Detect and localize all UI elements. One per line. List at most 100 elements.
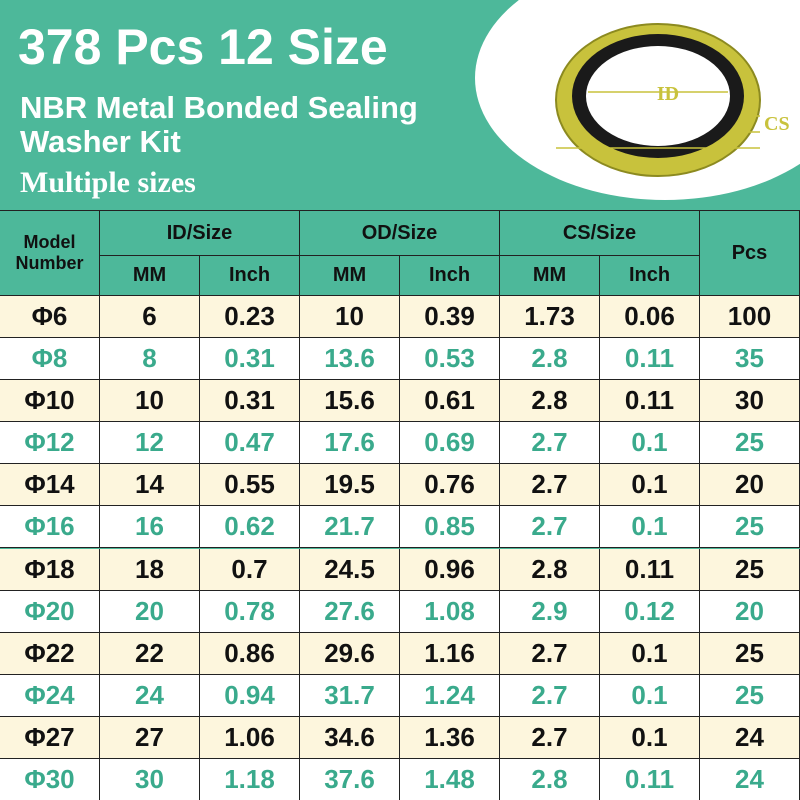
value-cell: 0.1 <box>600 464 700 507</box>
value-cell: 31.7 <box>300 674 400 717</box>
value-cell: 25 <box>700 422 800 465</box>
value-cell: 27.6 <box>300 590 400 633</box>
value-cell: 0.47 <box>200 422 300 465</box>
model-cell: Φ6 <box>0 296 100 339</box>
value-cell: 20 <box>100 590 200 633</box>
group-header: ID/Size <box>100 211 300 256</box>
value-cell: 2.9 <box>500 590 600 633</box>
value-cell: 0.31 <box>200 338 300 381</box>
value-cell: 2.7 <box>500 506 600 549</box>
value-cell: 18 <box>100 548 200 591</box>
model-cell: Φ10 <box>0 380 100 423</box>
model-cell: Φ20 <box>0 590 100 633</box>
od-label: OD <box>651 157 681 179</box>
value-cell: 0.69 <box>400 422 500 465</box>
group-header: CS/Size <box>500 211 700 256</box>
value-cell: 0.06 <box>600 296 700 339</box>
value-cell: 2.7 <box>500 716 600 759</box>
value-cell: 0.23 <box>200 296 300 339</box>
value-cell: 0.85 <box>400 506 500 549</box>
pcs-header: Pcs <box>700 211 800 296</box>
subtitle: Washer Kit <box>20 124 181 159</box>
value-cell: 1.18 <box>200 758 300 800</box>
value-cell: 37.6 <box>300 758 400 800</box>
value-cell: 2.7 <box>500 422 600 465</box>
model-cell: Φ14 <box>0 464 100 507</box>
unit-header: Inch <box>600 256 700 296</box>
value-cell: 19.5 <box>300 464 400 507</box>
value-cell: 1.24 <box>400 674 500 717</box>
value-cell: 29.6 <box>300 632 400 675</box>
value-cell: 2.8 <box>500 380 600 423</box>
value-cell: 2.8 <box>500 548 600 591</box>
value-cell: 0.1 <box>600 632 700 675</box>
value-cell: 0.53 <box>400 338 500 381</box>
tagline: Multiple sizes <box>20 166 196 199</box>
value-cell: 25 <box>700 632 800 675</box>
cs-label: CS <box>764 113 790 135</box>
size-table: Model Number ID/Size OD/Size CS/Size MM Inch M… <box>0 210 800 800</box>
value-cell: 0.12 <box>600 590 700 633</box>
value-cell: 12 <box>100 422 200 465</box>
value-cell: 8 <box>100 338 200 381</box>
illustration: ID OD CS <box>475 0 800 200</box>
washer-hole <box>586 46 730 146</box>
value-cell: 20 <box>700 464 800 507</box>
value-cell: 14 <box>100 464 200 507</box>
value-cell: 10 <box>100 380 200 423</box>
value-cell: 2.8 <box>500 758 600 800</box>
value-cell: 0.78 <box>200 590 300 633</box>
value-cell: 1.16 <box>400 632 500 675</box>
value-cell: 25 <box>700 674 800 717</box>
value-cell: 1.73 <box>500 296 600 339</box>
value-cell: 1.48 <box>400 758 500 800</box>
group-header: OD/Size <box>300 211 500 256</box>
value-cell: 13.6 <box>300 338 400 381</box>
unit-header: Inch <box>200 256 300 296</box>
value-cell: 2.7 <box>500 464 600 507</box>
model-cell: Φ22 <box>0 632 100 675</box>
value-cell: 10 <box>300 296 400 339</box>
value-cell: 0.55 <box>200 464 300 507</box>
value-cell: 0.94 <box>200 674 300 717</box>
value-cell: 2.7 <box>500 632 600 675</box>
value-cell: 24 <box>700 716 800 759</box>
value-cell: 0.96 <box>400 548 500 591</box>
value-cell: 0.39 <box>400 296 500 339</box>
value-cell: 0.76 <box>400 464 500 507</box>
value-cell: 2.7 <box>500 674 600 717</box>
value-cell: 0.86 <box>200 632 300 675</box>
model-cell: Φ18 <box>0 548 100 591</box>
value-cell: 24.5 <box>300 548 400 591</box>
value-cell: 25 <box>700 506 800 549</box>
value-cell: 35 <box>700 338 800 381</box>
value-cell: 0.61 <box>400 380 500 423</box>
value-cell: 22 <box>100 632 200 675</box>
unit-header: MM <box>500 256 600 296</box>
value-cell: 0.11 <box>600 338 700 381</box>
value-cell: 34.6 <box>300 716 400 759</box>
value-cell: 1.08 <box>400 590 500 633</box>
model-cell: Φ16 <box>0 506 100 549</box>
model-cell: Φ27 <box>0 716 100 759</box>
value-cell: 0.7 <box>200 548 300 591</box>
value-cell: 30 <box>100 758 200 800</box>
value-cell: 16 <box>100 506 200 549</box>
unit-header: Inch <box>400 256 500 296</box>
id-label: ID <box>657 83 679 105</box>
value-cell: 25 <box>700 548 800 591</box>
value-cell: 17.6 <box>300 422 400 465</box>
value-cell: 0.62 <box>200 506 300 549</box>
model-cell: Φ30 <box>0 758 100 800</box>
value-cell: 0.1 <box>600 506 700 549</box>
value-cell: 1.36 <box>400 716 500 759</box>
value-cell: 0.31 <box>200 380 300 423</box>
value-cell: 0.1 <box>600 674 700 717</box>
value-cell: 21.7 <box>300 506 400 549</box>
value-cell: 30 <box>700 380 800 423</box>
value-cell: 0.1 <box>600 716 700 759</box>
value-cell: 20 <box>700 590 800 633</box>
unit-header: MM <box>100 256 200 296</box>
value-cell: 100 <box>700 296 800 339</box>
